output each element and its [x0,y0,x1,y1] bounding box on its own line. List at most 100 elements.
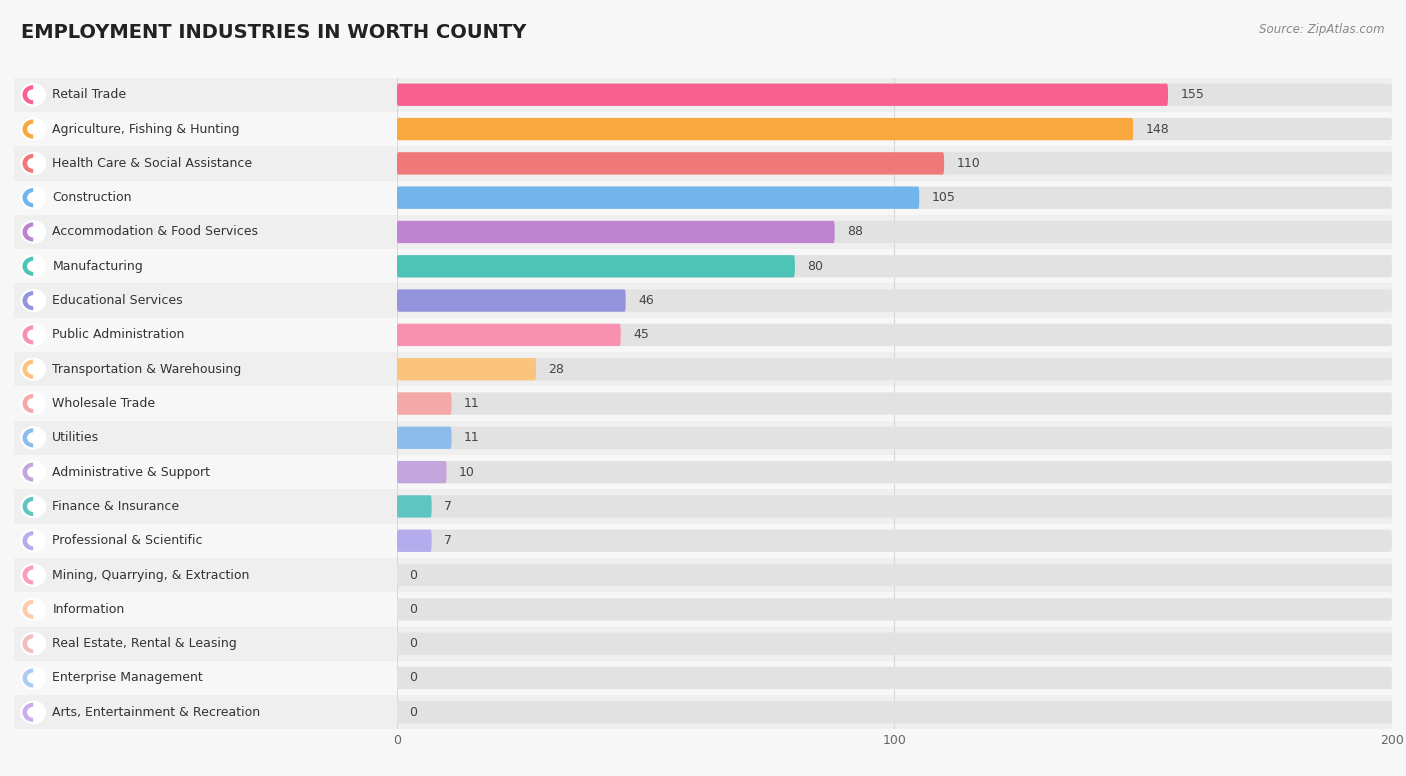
FancyBboxPatch shape [396,393,451,414]
FancyBboxPatch shape [396,393,1392,414]
FancyBboxPatch shape [396,146,1392,181]
Circle shape [21,461,45,483]
FancyBboxPatch shape [396,592,1392,626]
FancyBboxPatch shape [396,495,432,518]
Circle shape [21,598,45,620]
Wedge shape [22,394,34,413]
Text: 7: 7 [444,500,453,513]
Circle shape [21,221,45,243]
Wedge shape [22,600,34,619]
Text: Enterprise Management: Enterprise Management [52,671,202,684]
FancyBboxPatch shape [396,255,794,278]
FancyBboxPatch shape [14,386,396,421]
FancyBboxPatch shape [396,289,626,312]
FancyBboxPatch shape [396,427,451,449]
Circle shape [28,365,38,374]
Text: Construction: Construction [52,191,132,204]
FancyBboxPatch shape [396,421,1392,455]
Text: 10: 10 [458,466,475,479]
Text: 148: 148 [1146,123,1170,136]
Wedge shape [22,703,34,722]
Circle shape [21,118,45,140]
FancyBboxPatch shape [14,661,396,695]
Text: 0: 0 [409,569,418,581]
Wedge shape [22,566,34,584]
Text: 0: 0 [409,671,418,684]
FancyBboxPatch shape [396,529,1392,552]
FancyBboxPatch shape [14,283,396,317]
Circle shape [28,605,38,614]
FancyBboxPatch shape [396,324,1392,346]
FancyBboxPatch shape [396,529,432,552]
Circle shape [21,289,45,312]
Text: Educational Services: Educational Services [52,294,183,307]
Text: 110: 110 [956,157,980,170]
Text: Wholesale Trade: Wholesale Trade [52,397,156,410]
Circle shape [21,255,45,277]
Text: Public Administration: Public Administration [52,328,184,341]
FancyBboxPatch shape [396,283,1392,317]
Wedge shape [22,154,34,173]
Text: Agriculture, Fishing & Hunting: Agriculture, Fishing & Hunting [52,123,240,136]
FancyBboxPatch shape [396,324,620,346]
Text: 28: 28 [548,362,564,376]
Circle shape [28,227,38,237]
Circle shape [28,639,38,649]
Text: 0: 0 [409,637,418,650]
Circle shape [21,564,45,586]
Wedge shape [22,325,34,345]
Circle shape [21,359,45,380]
FancyBboxPatch shape [396,386,1392,421]
Wedge shape [22,291,34,310]
FancyBboxPatch shape [396,289,1392,312]
Circle shape [21,324,45,346]
FancyBboxPatch shape [396,84,1168,106]
Wedge shape [22,223,34,241]
Circle shape [28,193,38,203]
FancyBboxPatch shape [396,249,1392,283]
FancyBboxPatch shape [396,255,1392,278]
Wedge shape [22,668,34,688]
Text: Professional & Scientific: Professional & Scientific [52,534,202,547]
FancyBboxPatch shape [14,78,396,112]
Text: Accommodation & Food Services: Accommodation & Food Services [52,226,259,238]
Circle shape [28,673,38,683]
Text: 11: 11 [464,397,479,410]
Circle shape [21,530,45,552]
FancyBboxPatch shape [396,427,1392,449]
FancyBboxPatch shape [396,317,1392,352]
FancyBboxPatch shape [14,352,396,386]
Text: Administrative & Support: Administrative & Support [52,466,211,479]
Text: Real Estate, Rental & Leasing: Real Estate, Rental & Leasing [52,637,238,650]
Circle shape [21,702,45,723]
FancyBboxPatch shape [396,181,1392,215]
FancyBboxPatch shape [14,146,396,181]
Circle shape [28,501,38,511]
FancyBboxPatch shape [396,667,1392,689]
FancyBboxPatch shape [396,461,1392,483]
Text: Information: Information [52,603,125,616]
Text: 80: 80 [807,260,824,273]
FancyBboxPatch shape [396,152,1392,175]
Circle shape [28,399,38,408]
Wedge shape [22,359,34,379]
FancyBboxPatch shape [396,564,1392,586]
FancyBboxPatch shape [396,78,1392,112]
Circle shape [21,495,45,518]
FancyBboxPatch shape [14,558,396,592]
FancyBboxPatch shape [14,626,396,661]
FancyBboxPatch shape [396,598,1392,621]
Circle shape [28,90,38,99]
Circle shape [21,152,45,175]
FancyBboxPatch shape [396,358,1392,380]
FancyBboxPatch shape [396,118,1392,140]
Circle shape [28,262,38,271]
Text: Utilities: Utilities [52,431,100,445]
FancyBboxPatch shape [14,249,396,283]
FancyBboxPatch shape [14,524,396,558]
Text: Health Care & Social Assistance: Health Care & Social Assistance [52,157,253,170]
Circle shape [21,393,45,414]
FancyBboxPatch shape [14,592,396,626]
Text: Arts, Entertainment & Recreation: Arts, Entertainment & Recreation [52,706,260,719]
FancyBboxPatch shape [396,84,1392,106]
